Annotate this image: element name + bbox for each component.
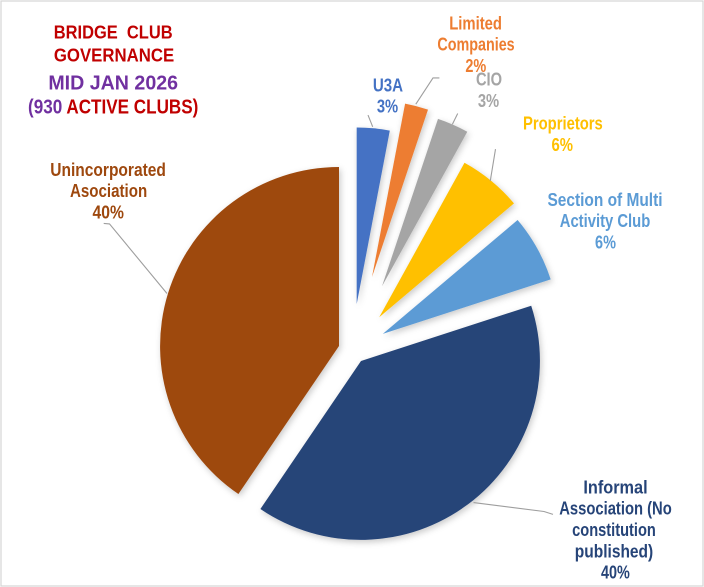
svg-text:Activity Club: Activity Club xyxy=(560,210,651,231)
svg-text:Section of Multi: Section of Multi xyxy=(547,189,662,210)
svg-text:Asociation: Asociation xyxy=(70,180,147,201)
svg-text:BRIDGE CLUB: BRIDGE CLUB xyxy=(54,21,173,42)
svg-text:CIO: CIO xyxy=(476,69,502,90)
svg-text:3%: 3% xyxy=(377,96,399,117)
svg-text:published): published) xyxy=(575,540,653,561)
svg-text:U3A: U3A xyxy=(373,74,403,95)
svg-text:(930 ACTIVE CLUBS): (930 ACTIVE CLUBS) xyxy=(28,97,198,119)
svg-text:40%: 40% xyxy=(93,202,125,223)
svg-text:Association (No: Association (No xyxy=(559,498,672,519)
svg-text:6%: 6% xyxy=(551,134,573,155)
svg-text:Proprietors: Proprietors xyxy=(523,113,603,134)
svg-text:40%: 40% xyxy=(601,562,630,583)
svg-text:Companies: Companies xyxy=(437,34,514,55)
svg-text:3%: 3% xyxy=(478,90,500,111)
svg-text:GOVERNANCE: GOVERNANCE xyxy=(54,44,174,65)
svg-text:constitution: constitution xyxy=(572,519,656,540)
svg-text:MID JAN 2026: MID JAN 2026 xyxy=(48,73,178,95)
svg-text:6%: 6% xyxy=(595,231,616,252)
svg-text:2%: 2% xyxy=(465,55,486,76)
svg-text:Limited: Limited xyxy=(449,12,502,33)
svg-text:Unincorporated: Unincorporated xyxy=(50,159,166,180)
svg-text:Informal: Informal xyxy=(583,476,647,497)
